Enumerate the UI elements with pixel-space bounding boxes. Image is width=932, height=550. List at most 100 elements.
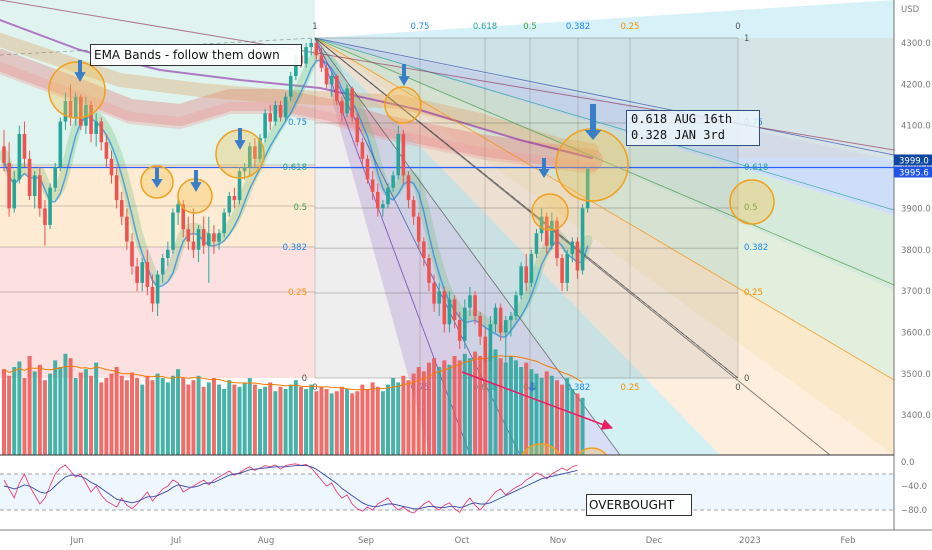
candle-body <box>360 142 365 159</box>
candle-body <box>391 175 395 188</box>
candle-body <box>125 216 129 242</box>
oscillator-tick-label: −40.0 <box>901 482 927 492</box>
volume-bar <box>411 373 416 455</box>
candle-body <box>570 241 575 254</box>
volume-bar <box>580 397 585 455</box>
volume-bar <box>488 353 493 455</box>
candle-body <box>181 204 185 230</box>
candle-body <box>217 233 221 242</box>
candle-body <box>544 216 549 246</box>
candle-body <box>68 100 73 118</box>
candle-body <box>483 336 488 362</box>
fib-top-label-0: 1 <box>312 22 317 32</box>
price-tick-label: 3900.0 <box>901 204 931 214</box>
volume-bar <box>145 375 150 455</box>
candle-body <box>560 258 564 283</box>
highlight-circle-8 <box>729 179 775 225</box>
fan-ray-2 <box>314 37 895 286</box>
fib-right-label-6: 0 <box>744 374 749 384</box>
candle-body <box>473 295 477 316</box>
candle-body <box>427 258 431 283</box>
candle-body <box>268 113 273 122</box>
volume-bar <box>78 372 83 455</box>
candle-body <box>212 233 216 242</box>
candle-body <box>17 133 22 180</box>
volume-bar <box>191 380 196 455</box>
time-tick-label: Feb <box>840 536 855 546</box>
price-tick-label: 3600.0 <box>901 329 931 339</box>
volume-bar <box>232 384 237 455</box>
volume-bar <box>360 384 365 455</box>
ema-band-red <box>0 49 603 171</box>
candle-body <box>565 253 569 283</box>
volume-bar <box>89 375 94 455</box>
volume-bar <box>426 362 431 455</box>
fan-ray-5 <box>314 37 739 379</box>
volume-bar <box>391 378 396 455</box>
candle-body <box>514 295 518 316</box>
candle-body <box>27 158 32 197</box>
fib-top-label-6: 0 <box>735 22 740 32</box>
candle-body <box>345 88 349 114</box>
fib-bottom-label-4: 0.382 <box>566 383 590 393</box>
candle-body <box>534 233 539 254</box>
price-tick-label: 4200.0 <box>901 80 931 90</box>
volume-bar <box>452 356 457 455</box>
volume-bar <box>416 367 421 455</box>
volume-bar <box>339 386 344 455</box>
highlight-circles <box>48 61 775 489</box>
volume-bar <box>447 364 452 455</box>
fib-left-label-2: 0.5 <box>293 203 307 213</box>
candle-body <box>442 291 447 325</box>
candle-body <box>191 241 196 250</box>
fib-top-label-3: 0.5 <box>523 22 537 32</box>
volume-bar <box>227 380 232 455</box>
price-axis-bg <box>894 0 932 550</box>
fan-ray-1 <box>314 37 895 211</box>
volume-bar <box>375 386 380 455</box>
candle-body <box>555 220 559 259</box>
candle-body <box>575 241 580 271</box>
time-tick-label: Aug <box>258 536 275 546</box>
volume-bar <box>314 391 319 455</box>
volume-bar <box>519 367 524 455</box>
candle-body <box>32 175 37 197</box>
volume-bar <box>396 382 401 455</box>
candle-body <box>468 295 472 308</box>
candle-body <box>509 315 513 321</box>
candle-body <box>84 105 88 126</box>
volume-bar <box>549 375 554 455</box>
volume-bar <box>217 384 222 455</box>
candle-body <box>104 142 109 159</box>
volume-bar <box>386 384 390 455</box>
volume-bar <box>196 375 201 455</box>
candle-body <box>411 200 416 217</box>
fib-left-label-1: 0.618 <box>283 163 307 173</box>
volume-bar <box>109 373 114 455</box>
candle-body <box>350 88 354 118</box>
candle-body <box>94 121 98 134</box>
candle-body <box>140 262 145 283</box>
candle-body <box>329 76 334 85</box>
candle-body <box>539 216 544 234</box>
overbought-annotation: OVERBOUGHT <box>586 494 692 516</box>
candle-body <box>370 179 375 192</box>
volume-bar <box>293 380 298 455</box>
time-axis: Jun Jul Aug Sep Oct Nov Dec 2023 Feb <box>0 529 932 550</box>
volume-bar <box>130 372 134 455</box>
down-arrows <box>74 60 602 392</box>
candle-body <box>227 196 232 213</box>
candle-body <box>340 100 344 114</box>
volume-divergence-arrow <box>461 371 614 430</box>
price-tick-label: 4300.0 <box>901 39 931 49</box>
volume-bar <box>467 358 472 455</box>
volume-bar <box>437 367 442 455</box>
volume-bar <box>432 358 437 455</box>
candle-body <box>452 299 457 321</box>
candle-body <box>43 208 47 225</box>
volume-bar <box>406 380 411 455</box>
candle-body <box>166 249 170 259</box>
price-tag-current: 3995.6 <box>899 168 929 178</box>
time-tick-label: Sep <box>358 536 374 546</box>
